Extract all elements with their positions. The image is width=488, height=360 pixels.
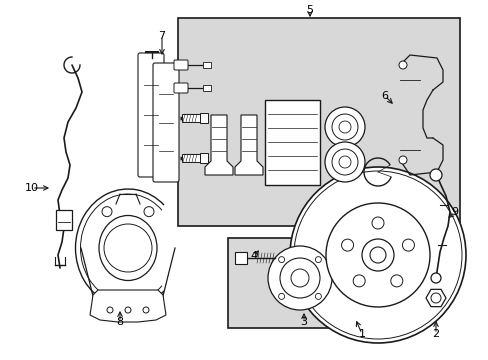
Text: 2: 2 (431, 329, 439, 339)
Circle shape (315, 257, 321, 262)
Circle shape (102, 207, 112, 217)
Bar (227, 238, 379, 328)
Circle shape (278, 257, 284, 262)
Circle shape (280, 258, 319, 298)
Circle shape (341, 239, 353, 251)
Circle shape (315, 293, 321, 300)
Polygon shape (235, 115, 263, 175)
Circle shape (402, 239, 414, 251)
Bar (178, 18, 459, 226)
Bar (56, 210, 72, 230)
Circle shape (289, 167, 465, 343)
Bar (200, 153, 207, 163)
Text: 10: 10 (25, 183, 39, 193)
Circle shape (325, 107, 364, 147)
FancyBboxPatch shape (174, 83, 187, 93)
Circle shape (142, 307, 149, 313)
Bar (235, 252, 246, 264)
Circle shape (429, 169, 441, 181)
Bar (182, 114, 202, 122)
Circle shape (331, 114, 357, 140)
Circle shape (352, 275, 365, 287)
Bar (203, 62, 210, 68)
Circle shape (293, 171, 461, 339)
Circle shape (398, 61, 406, 69)
Circle shape (143, 207, 154, 217)
Bar (203, 85, 210, 91)
Circle shape (361, 239, 393, 271)
Polygon shape (204, 115, 232, 175)
Text: 6: 6 (381, 91, 387, 101)
Circle shape (338, 121, 350, 133)
Circle shape (338, 156, 350, 168)
Circle shape (430, 273, 440, 283)
Bar (182, 154, 202, 162)
Bar (200, 113, 207, 123)
Circle shape (290, 269, 308, 287)
Circle shape (107, 307, 113, 313)
Polygon shape (90, 290, 165, 322)
Text: 7: 7 (158, 31, 165, 41)
Text: 3: 3 (300, 317, 307, 327)
Circle shape (325, 203, 429, 307)
Circle shape (398, 156, 406, 164)
Circle shape (371, 217, 383, 229)
Circle shape (390, 275, 402, 287)
Circle shape (331, 149, 357, 175)
FancyBboxPatch shape (153, 63, 179, 182)
Text: 5: 5 (306, 5, 313, 15)
Circle shape (278, 293, 284, 300)
Circle shape (125, 307, 131, 313)
Bar (264, 100, 319, 185)
Circle shape (369, 247, 385, 263)
Text: 8: 8 (116, 317, 123, 327)
Text: 9: 9 (450, 207, 458, 217)
Text: 4: 4 (250, 251, 257, 261)
Circle shape (430, 293, 440, 303)
FancyBboxPatch shape (174, 60, 187, 70)
FancyBboxPatch shape (138, 53, 163, 177)
Polygon shape (425, 289, 445, 307)
Circle shape (104, 224, 152, 272)
Text: 1: 1 (358, 329, 365, 339)
Circle shape (325, 142, 364, 182)
Circle shape (267, 246, 331, 310)
